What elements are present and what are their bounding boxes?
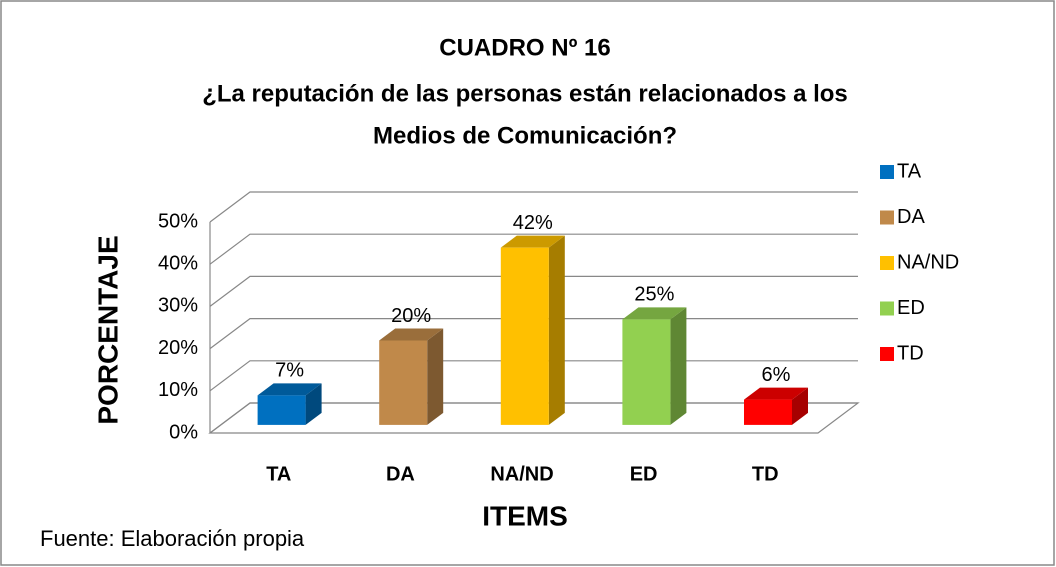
y-axis-title: PORCENTAJE (92, 235, 123, 424)
y-tick-label: 10% (158, 379, 198, 401)
legend-label: TD (897, 342, 924, 364)
grid-line (209, 275, 858, 307)
bar-top (257, 383, 322, 396)
y-tick-label: 40% (158, 252, 198, 274)
legend-label: DA (897, 206, 925, 228)
x-axis-title: ITEMS (482, 500, 568, 531)
bar (744, 399, 792, 425)
x-tick-label: ED (630, 463, 658, 485)
chart-title: Medios de Comunicación? (373, 122, 677, 149)
y-tick-label: 20% (158, 337, 198, 359)
bar-side (670, 307, 687, 425)
chart-title: CUADRO Nº 16 (439, 34, 610, 61)
grid-line (209, 233, 858, 265)
legend-swatch (880, 301, 894, 316)
y-tick-label: 0% (169, 421, 198, 443)
legend-swatch (880, 256, 894, 270)
bar-side (548, 235, 565, 425)
legend-label: ED (897, 297, 925, 319)
data-label: 6% (762, 364, 791, 386)
bar-top (622, 307, 687, 320)
chart-title: ¿La reputación de las personas están rel… (202, 80, 848, 107)
x-tick-label: TA (266, 463, 291, 485)
data-label: 7% (275, 360, 304, 382)
bar-side (305, 383, 322, 425)
legend-label: NA/ND (897, 251, 959, 273)
legend-swatch (880, 165, 894, 179)
bar (500, 247, 549, 425)
bar-side (427, 328, 444, 425)
grid-line (209, 191, 858, 223)
x-tick-label: DA (386, 463, 415, 485)
bar (622, 319, 671, 425)
x-tick-label: NA/ND (490, 463, 553, 485)
legend-swatch (880, 347, 894, 361)
bar-top (379, 328, 444, 341)
bar-top (744, 387, 808, 400)
bar (257, 395, 306, 425)
data-label: 42% (513, 212, 553, 234)
data-label: 25% (634, 284, 674, 306)
legend-label: TA (897, 160, 922, 182)
x-tick-label: TD (752, 463, 779, 485)
legend-swatch (880, 210, 894, 225)
bar (379, 340, 428, 425)
y-tick-label: 30% (158, 295, 198, 317)
y-tick-label: 50% (158, 210, 198, 232)
bar-side (792, 387, 808, 425)
bar-top (500, 235, 565, 248)
source-note: Fuente: Elaboración propia (40, 526, 305, 551)
data-label: 20% (391, 305, 431, 327)
